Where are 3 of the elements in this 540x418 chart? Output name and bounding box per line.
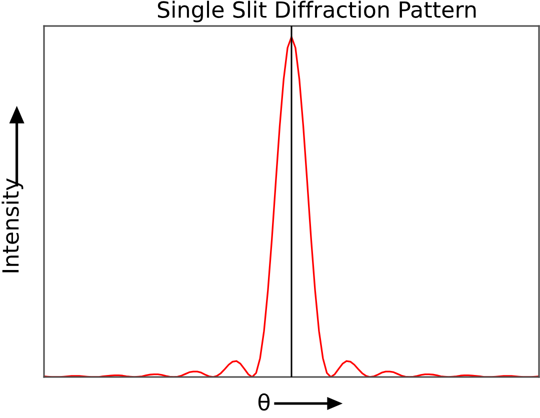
- x-axis-title: θ: [258, 393, 270, 411]
- y-axis-title: Intensity: [2, 178, 24, 272]
- chart-title: Single Slit Diffraction Pattern: [158, 0, 476, 22]
